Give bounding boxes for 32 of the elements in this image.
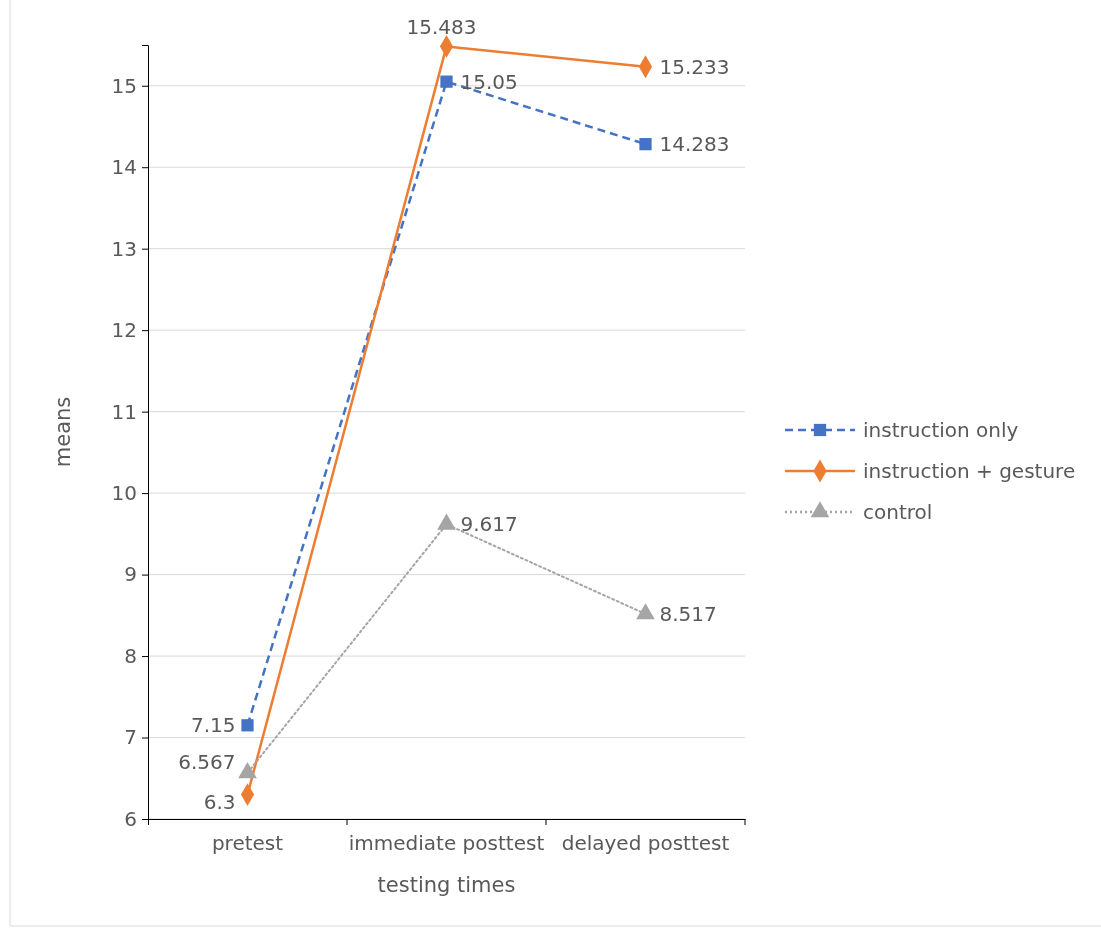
x-tick-label: delayed posttest: [561, 831, 730, 855]
legend-label: instruction + gesture: [863, 459, 1076, 483]
point: [238, 762, 257, 779]
y-tick-label: 9: [124, 562, 137, 587]
y-axis-title: means: [51, 396, 75, 468]
legend-label: instruction only: [863, 418, 1019, 442]
point: [437, 513, 456, 530]
data-label: 6.567: [178, 749, 236, 774]
y-tick-label: 14: [111, 155, 137, 180]
point: [639, 138, 652, 151]
x-axis-title: testing times: [377, 873, 516, 897]
x-tick-label: pretest: [211, 831, 284, 855]
point: [636, 603, 655, 620]
data-label: 14.283: [659, 132, 730, 157]
y-tick-label: 12: [111, 318, 137, 343]
y-tick-label: 11: [111, 399, 137, 424]
y-tick-label: 6: [124, 806, 137, 831]
y-tick-label: 10: [111, 481, 137, 506]
point: [440, 75, 453, 88]
data-label: 15.483: [406, 15, 477, 40]
data-label: 7.15: [190, 713, 236, 738]
y-tick-label: 7: [124, 725, 137, 750]
data-label: 8.517: [659, 601, 717, 626]
data-label: 6.3: [203, 789, 236, 814]
x-tick-label: immediate posttest: [348, 831, 545, 855]
data-label: 15.233: [659, 54, 730, 79]
data-label: 9.617: [460, 512, 518, 537]
legend-label: control: [863, 500, 933, 524]
y-tick-label: 15: [111, 73, 137, 98]
y-tick-label: 13: [111, 236, 137, 261]
y-tick-label: 8: [124, 643, 137, 668]
data-label: 15.05: [460, 69, 518, 94]
